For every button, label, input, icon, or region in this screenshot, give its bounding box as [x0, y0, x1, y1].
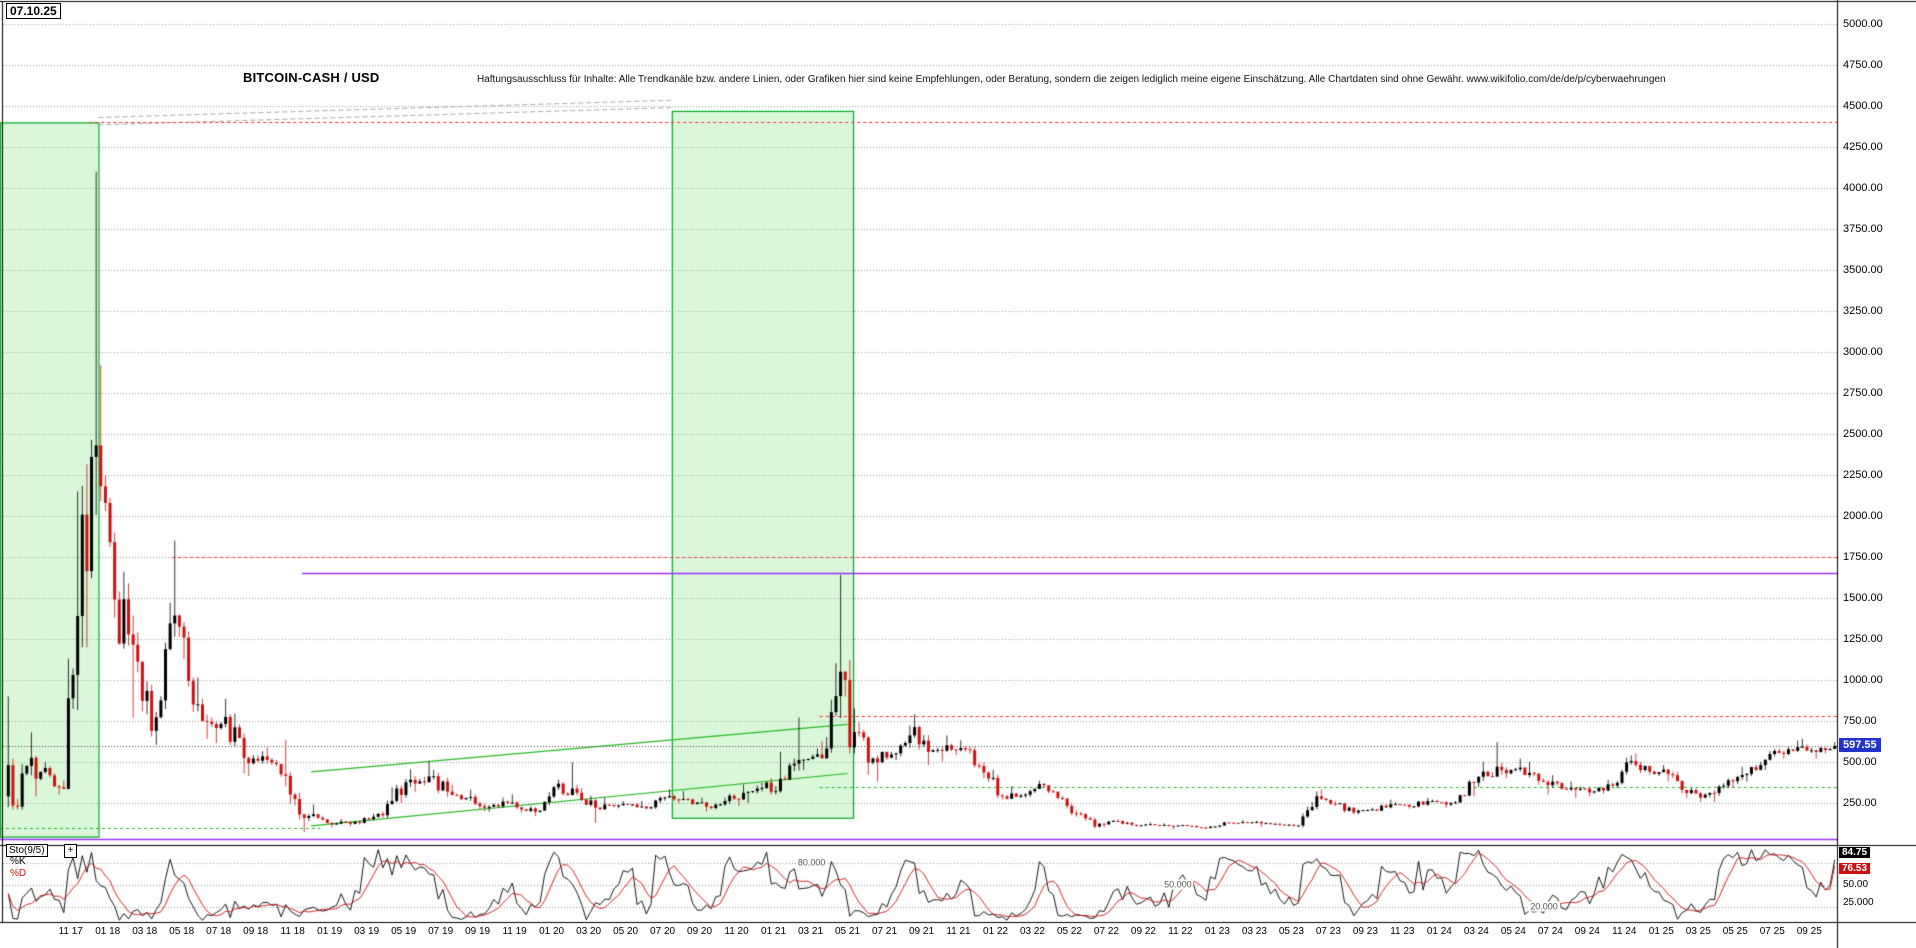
time-axis-label: 11 21	[946, 926, 971, 937]
price-axis-label: 4500.00	[1843, 100, 1883, 112]
chart-title: BITCOIN-CASH / USD	[243, 70, 380, 85]
time-axis-label: 01 21	[761, 926, 787, 937]
indicator-add-icon[interactable]: +	[64, 844, 77, 858]
stochastic-d-label: %D	[10, 868, 27, 879]
time-axis-label: 11 23	[1390, 926, 1415, 937]
time-axis-label: 01 18	[95, 926, 121, 937]
time-axis-label: 01 23	[1204, 926, 1230, 937]
time-axis-label: 07 20	[650, 926, 676, 937]
time-axis-label: 07 22	[1093, 926, 1119, 937]
time-axis-label: 01 19	[317, 926, 343, 937]
time-axis-label: 09 24	[1574, 926, 1600, 937]
time-axis-label: 05 24	[1500, 926, 1526, 937]
price-axis-label: 2250.00	[1843, 469, 1883, 481]
time-axis-label: 01 24	[1426, 926, 1452, 937]
price-axis-label: 4750.00	[1843, 59, 1883, 71]
price-axis-label: 3000.00	[1843, 346, 1883, 358]
time-axis-label: 11 19	[502, 926, 527, 937]
time-axis-label: 03 20	[576, 926, 602, 937]
price-axis-label: 3500.00	[1843, 264, 1883, 276]
time-axis-label: 03 18	[132, 926, 158, 937]
time-axis-label: 03 24	[1463, 926, 1489, 937]
price-axis-label: 750.00	[1843, 715, 1877, 727]
time-axis-label: 11 22	[1168, 926, 1193, 937]
price-axis-label: 500.00	[1843, 756, 1877, 768]
time-axis-label: 07 24	[1537, 926, 1563, 937]
disclaimer-text: Haftungsausschluss für Inhalte: Alle Tre…	[477, 74, 1666, 85]
price-axis-label: 1750.00	[1843, 551, 1883, 563]
time-axis-label: 11 18	[280, 926, 305, 937]
price-axis-label: 1500.00	[1843, 592, 1883, 604]
time-axis-label: 09 20	[687, 926, 713, 937]
time-axis-label: 03 19	[354, 926, 380, 937]
time-axis-label: 03 25	[1685, 926, 1711, 937]
time-axis-label: 01 22	[982, 926, 1008, 937]
indicator-axis-label: 50.00	[1843, 879, 1869, 890]
indicator-level-label: 50.000	[1162, 879, 1194, 890]
indicator-settings-button[interactable]: Sto(9/5)	[6, 844, 48, 857]
price-axis-label: 250.00	[1843, 797, 1877, 809]
price-axis-label: 1000.00	[1843, 674, 1883, 686]
stochastic-d-value-badge: 76.53	[1839, 862, 1871, 874]
time-axis-label: 09 18	[243, 926, 269, 937]
time-axis-label: 03 21	[798, 926, 824, 937]
time-axis-label: 11 17	[58, 926, 83, 937]
time-axis-label: 05 22	[1056, 926, 1082, 937]
time-axis-label: 01 25	[1648, 926, 1674, 937]
time-axis-label: 05 21	[835, 926, 861, 937]
time-axis-label: 05 25	[1722, 926, 1748, 937]
price-axis-label: 2500.00	[1843, 428, 1883, 440]
price-axis-label: 4250.00	[1843, 141, 1883, 153]
stochastic-k-label: %K	[10, 856, 26, 867]
chart-date-label: 07.10.25	[6, 3, 61, 19]
time-axis-label: 05 20	[613, 926, 639, 937]
time-axis-label: 07 25	[1759, 926, 1785, 937]
time-axis-label: 07 21	[871, 926, 898, 937]
time-axis-label: 03 22	[1019, 926, 1045, 937]
indicator-axis-label: 25.000	[1843, 897, 1874, 908]
time-axis-label: 11 24	[1612, 926, 1637, 937]
price-axis-label: 4000.00	[1843, 182, 1883, 194]
time-axis-label: 07 18	[206, 926, 232, 937]
price-axis-label: 3250.00	[1843, 305, 1883, 317]
price-axis-label: 1250.00	[1843, 633, 1883, 645]
indicator-level-label: 20.000	[1528, 901, 1560, 912]
price-axis-label: 2000.00	[1843, 510, 1883, 522]
time-axis-label: 09 19	[465, 926, 491, 937]
time-axis-label: 01 20	[539, 926, 565, 937]
time-axis-label: 07 23	[1315, 926, 1341, 937]
time-axis-label: 05 18	[169, 926, 195, 937]
time-axis-label: 05 19	[391, 926, 417, 937]
price-axis-label: 2750.00	[1843, 387, 1883, 399]
time-axis-label: 05 23	[1278, 926, 1304, 937]
time-axis-label: 09 23	[1352, 926, 1378, 937]
time-axis-label: 09 21	[908, 926, 935, 937]
time-axis-label: 09 22	[1130, 926, 1156, 937]
price-axis-label: 3750.00	[1843, 223, 1883, 235]
current-price-badge: 597.55	[1839, 738, 1881, 752]
stochastic-k-value-badge: 84.75	[1839, 846, 1871, 858]
price-axis-label: 5000.00	[1843, 18, 1883, 30]
time-axis-label: 09 25	[1796, 926, 1822, 937]
indicator-level-label: 80.000	[795, 857, 828, 868]
time-axis-label: 03 23	[1241, 926, 1267, 937]
time-axis-label: 11 20	[724, 926, 749, 937]
time-axis-label: 07 19	[428, 926, 454, 937]
